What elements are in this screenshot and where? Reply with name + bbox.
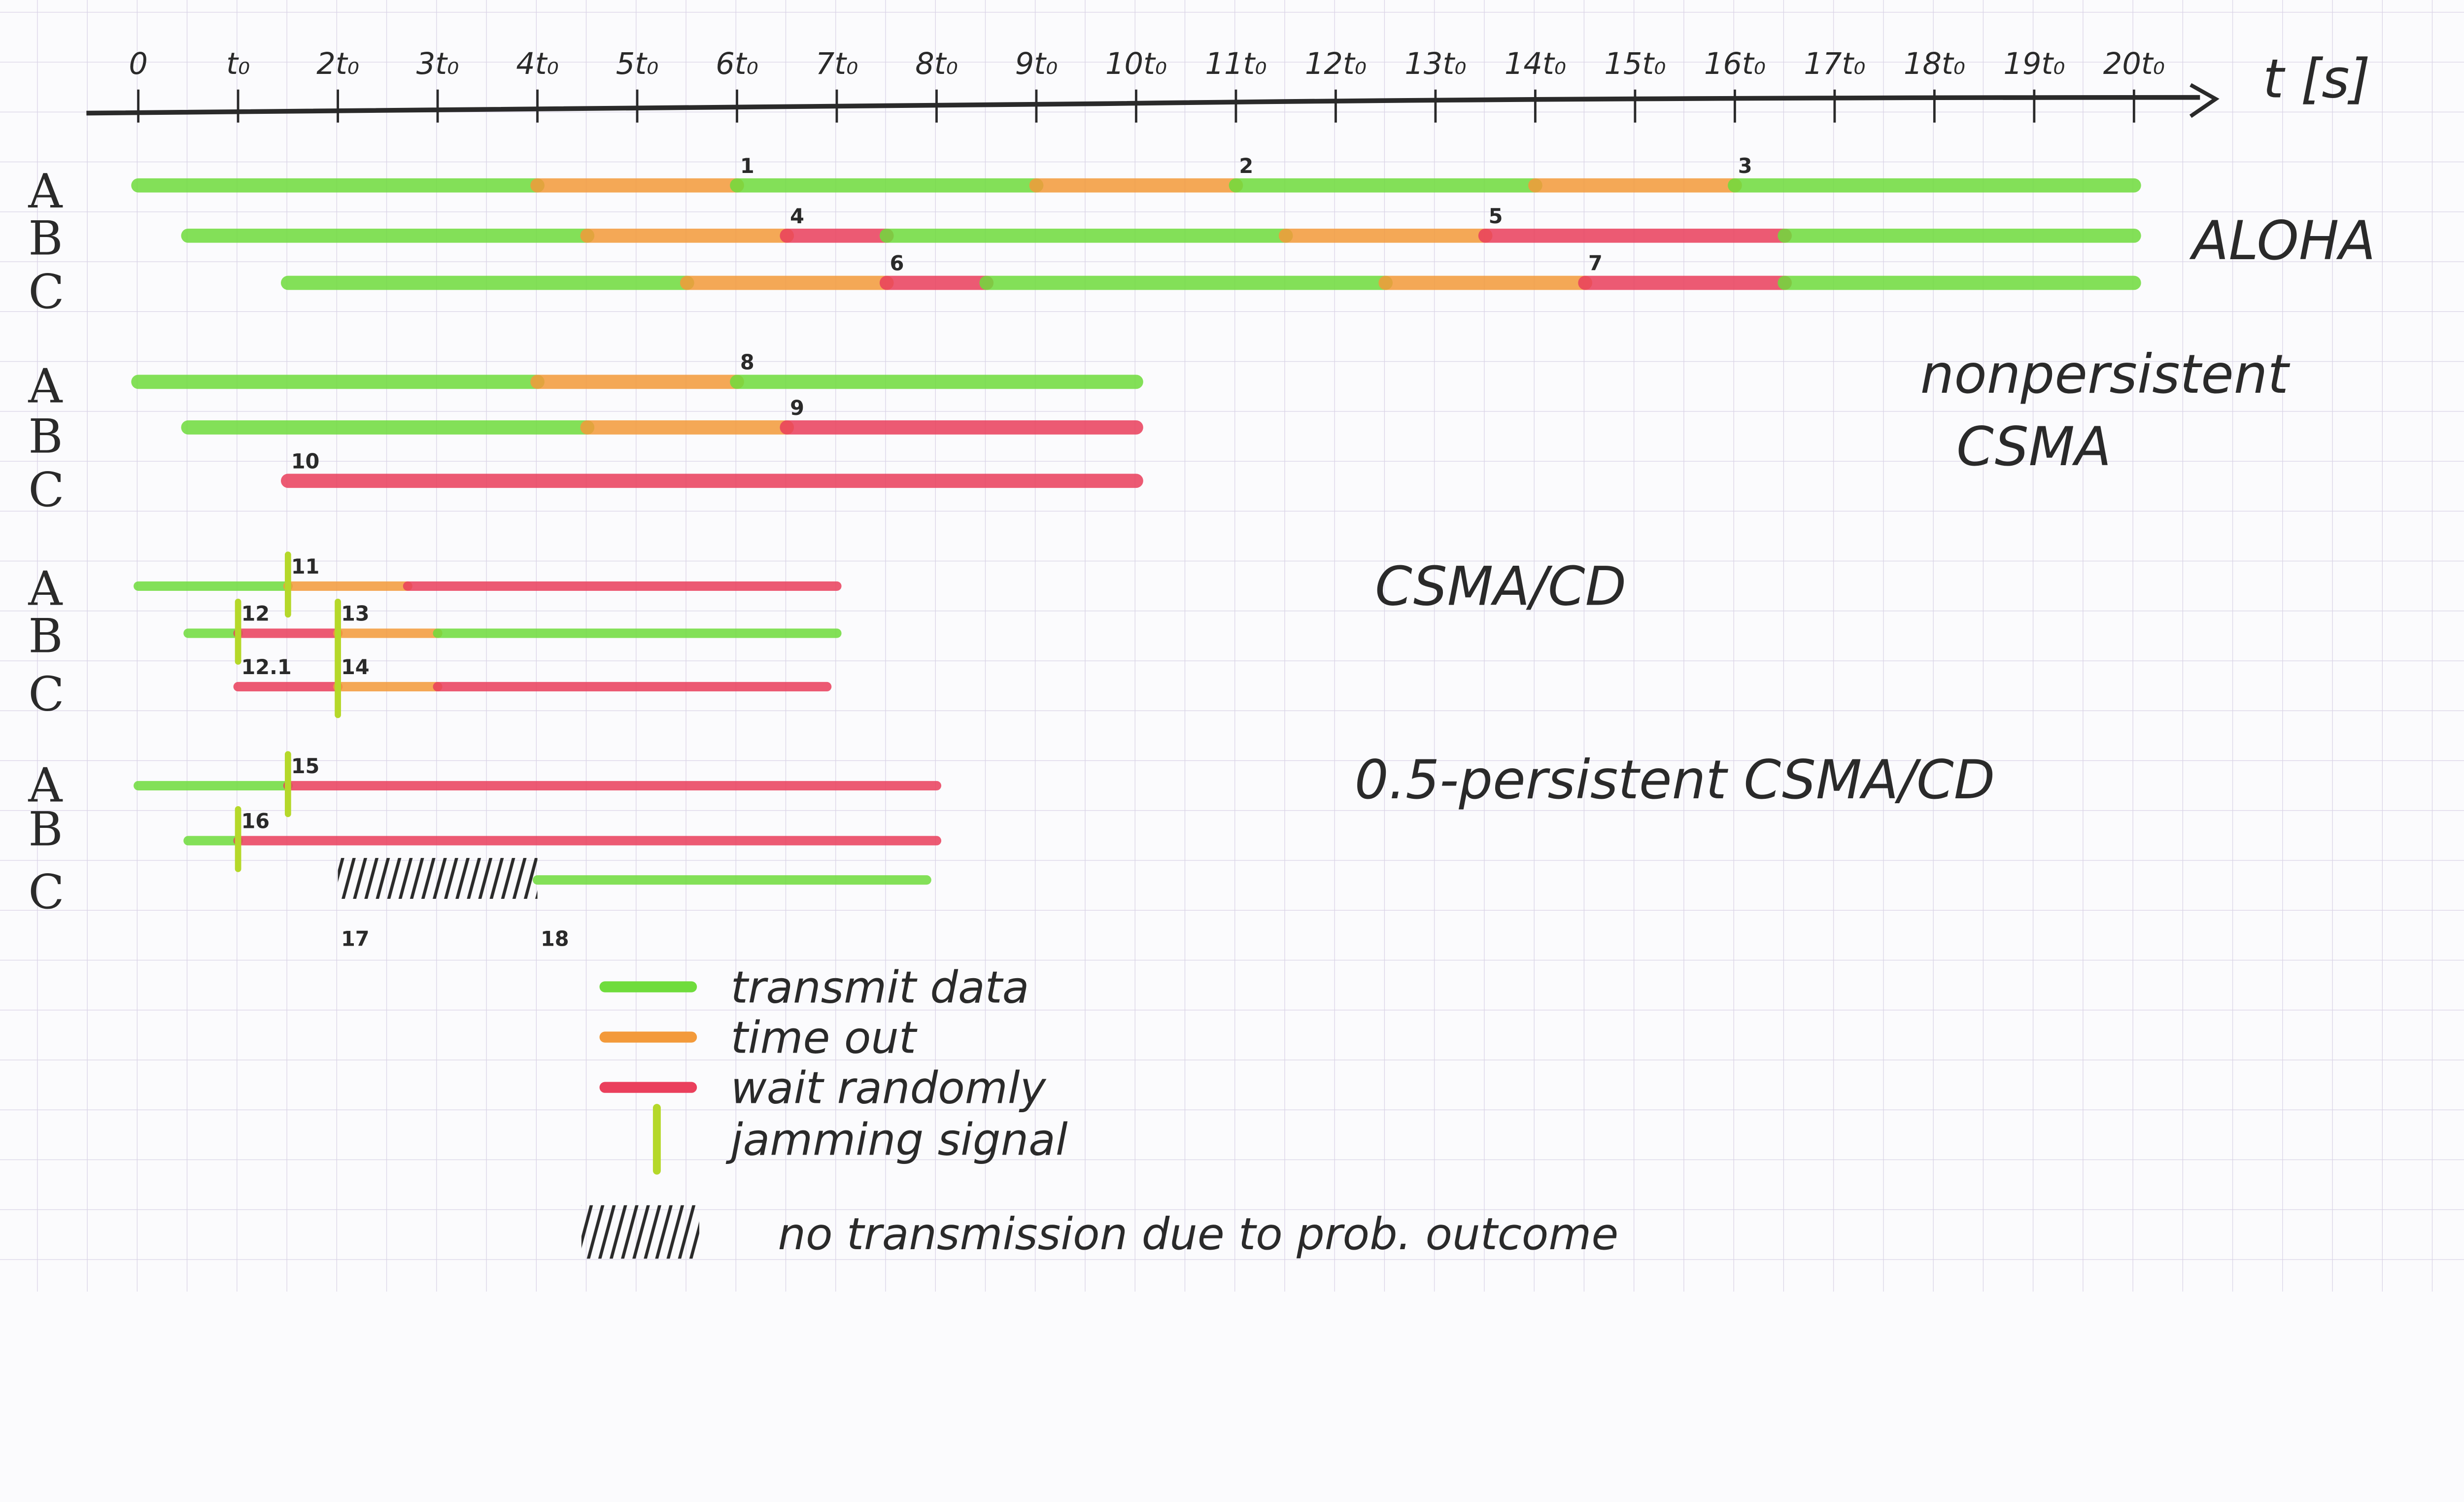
event-label: 9 bbox=[790, 396, 804, 420]
station-label-B: B bbox=[28, 211, 63, 266]
event-label: 17 bbox=[341, 927, 370, 951]
legend-label: jamming signal bbox=[725, 1115, 1068, 1166]
axis-tick-label: 12t₀ bbox=[1305, 47, 1367, 81]
axis-tick-label: 5t₀ bbox=[616, 47, 659, 81]
event-label: 10 bbox=[291, 449, 320, 473]
protocol-title: CSMA/CD bbox=[1375, 555, 1626, 618]
event-label: 11 bbox=[291, 555, 320, 579]
axis-tick-label: 3t₀ bbox=[416, 47, 459, 81]
station-label-A: A bbox=[28, 164, 63, 219]
station-label-B: B bbox=[28, 608, 63, 663]
axis-tick-label: 10t₀ bbox=[1105, 47, 1167, 81]
legend-swatch-hatch bbox=[581, 1205, 700, 1259]
protocol-timing-diagram: t [s] 0 t₀ 2t₀ 3t₀ 4t₀ 5t₀ 6t₀ 7t₀ 8t₀ 9t₀ 10t₀ 11t₀… bbox=[0, 0, 2464, 1292]
axis-line bbox=[86, 95, 2200, 116]
event-label: 12.1 bbox=[241, 655, 291, 679]
event-label: 18 bbox=[541, 927, 569, 951]
axis-tick-label: 15t₀ bbox=[1604, 47, 1666, 81]
protocol-title: ALOHA bbox=[2189, 209, 2375, 272]
panel-csma-cd: ABC 11 12 12.1 13 14 CSMA/CD bbox=[28, 551, 1626, 721]
axis-tick-label: 4t₀ bbox=[516, 47, 559, 81]
panel-aloha: ABC 1 2 3 4 5 6 7 ALOHA bbox=[28, 154, 2375, 319]
event-label: 14 bbox=[341, 655, 370, 679]
station-label-B: B bbox=[28, 802, 63, 857]
event-label: 13 bbox=[341, 602, 370, 626]
station-label-C: C bbox=[28, 864, 64, 920]
station-label-B: B bbox=[28, 409, 63, 464]
axis-tick-label: 14t₀ bbox=[1505, 47, 1566, 81]
axis-tick-label: 7t₀ bbox=[816, 47, 858, 81]
axis-label: t [s] bbox=[2263, 48, 2370, 110]
axis-tick-label: 8t₀ bbox=[915, 47, 958, 81]
station-label-A: A bbox=[28, 561, 63, 616]
axis-tick-label: 17t₀ bbox=[1804, 47, 1865, 81]
axis-tick-label: t₀ bbox=[226, 47, 250, 81]
graph-paper-background bbox=[0, 0, 2464, 1292]
legend-label: no transmission due to prob. outcome bbox=[778, 1209, 1618, 1260]
event-label: 3 bbox=[1738, 154, 1752, 178]
station-label-A: A bbox=[28, 358, 63, 413]
axis-arrow-icon bbox=[2189, 83, 2220, 118]
station-label-A: A bbox=[28, 757, 63, 813]
event-label: 5 bbox=[1489, 205, 1503, 228]
legend-label: time out bbox=[731, 1012, 918, 1063]
no-transmission-hatch bbox=[338, 858, 538, 899]
event-label: 8 bbox=[740, 350, 754, 374]
event-label: 15 bbox=[291, 754, 320, 778]
axis-tick-label: 20t₀ bbox=[2103, 47, 2165, 81]
axis-tick-label: 18t₀ bbox=[1904, 47, 1965, 81]
protocol-title: CSMA bbox=[1956, 415, 2111, 478]
axis-tick-label: 16t₀ bbox=[1704, 47, 1766, 81]
event-label: 2 bbox=[1239, 154, 1253, 178]
panel-nonpersistent-csma: ABC 8 9 10 nonpersistent CSMA bbox=[28, 343, 2290, 517]
legend-label: transmit data bbox=[731, 962, 1029, 1013]
axis-tick-label: 13t₀ bbox=[1404, 47, 1466, 81]
legend-label: wait randomly bbox=[731, 1063, 1047, 1114]
axis-tick-label: 0 bbox=[129, 47, 148, 81]
protocol-title: 0.5-persistent CSMA/CD bbox=[1355, 749, 1995, 811]
event-label: 16 bbox=[241, 809, 270, 833]
event-label: 6 bbox=[890, 251, 904, 275]
axis-tick-label: 19t₀ bbox=[2003, 47, 2065, 81]
time-axis: t [s] 0 t₀ 2t₀ 3t₀ 4t₀ 5t₀ 6t₀ 7t₀ 8t₀ 9t₀ 10t₀ 11t₀… bbox=[86, 47, 2370, 123]
station-label-C: C bbox=[28, 264, 64, 319]
event-label: 4 bbox=[790, 205, 804, 228]
station-label-C: C bbox=[28, 462, 64, 517]
event-label: 7 bbox=[1588, 251, 1603, 275]
axis-tick-label: 9t₀ bbox=[1015, 47, 1058, 81]
protocol-title: nonpersistent bbox=[1920, 343, 2291, 406]
panel-0-5-persistent-csma-cd: ABC 15 16 17 18 0.5-persistent CSMA/CD bbox=[28, 749, 1995, 951]
axis-tick-label: 6t₀ bbox=[716, 47, 758, 81]
axis-tick-label: 2t₀ bbox=[316, 47, 359, 81]
station-label-C: C bbox=[28, 666, 64, 721]
event-label: 1 bbox=[740, 154, 754, 178]
axis-tick-label: 11t₀ bbox=[1205, 47, 1266, 81]
event-label: 12 bbox=[241, 602, 270, 626]
